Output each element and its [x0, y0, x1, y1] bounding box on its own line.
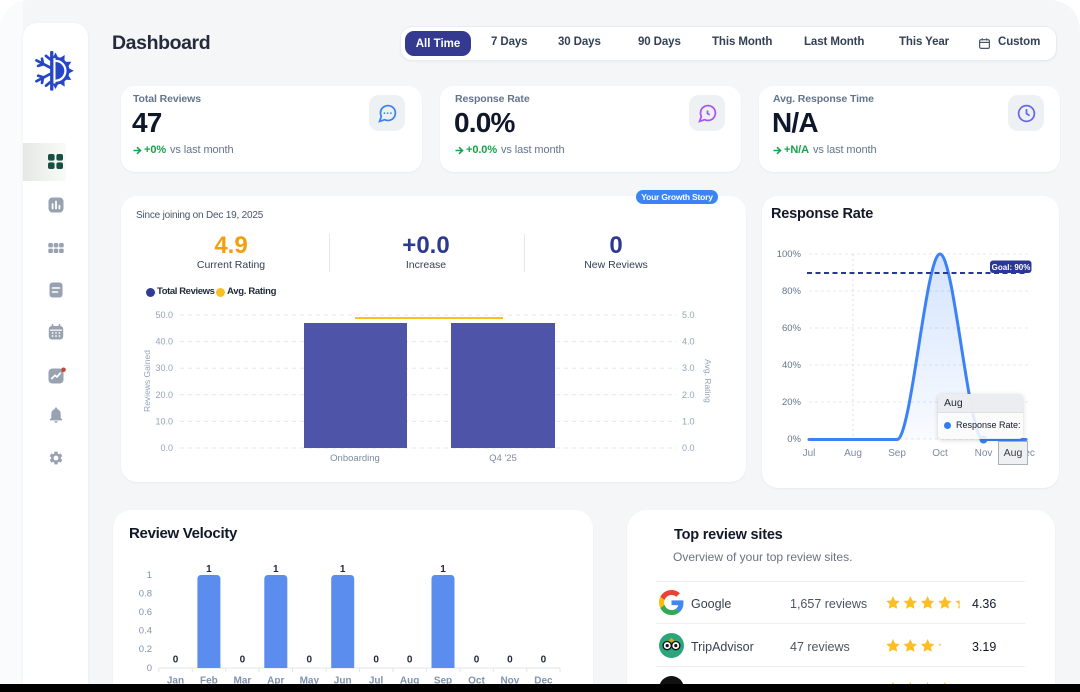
svg-text:0.4: 0.4	[139, 626, 152, 637]
svg-text:20%: 20%	[782, 397, 802, 408]
svg-text:1: 1	[340, 564, 346, 575]
svg-text:Goal: 90%: Goal: 90%	[992, 263, 1031, 272]
svg-text:1: 1	[273, 564, 279, 575]
svg-text:0: 0	[147, 663, 152, 674]
svg-text:0.6: 0.6	[139, 607, 152, 618]
svg-text:Avg. Rating: Avg. Rating	[703, 359, 713, 403]
svg-text:4.0: 4.0	[682, 337, 695, 347]
svg-text:Feb: Feb	[200, 676, 218, 685]
svg-text:Onboarding: Onboarding	[330, 453, 380, 464]
svg-text:0: 0	[240, 655, 246, 666]
svg-text:May: May	[300, 676, 320, 685]
svg-text:0: 0	[307, 655, 313, 666]
svg-text:0: 0	[373, 655, 379, 666]
svg-text:100%: 100%	[777, 249, 802, 260]
svg-text:30.0: 30.0	[155, 363, 173, 373]
svg-text:0: 0	[173, 655, 179, 666]
svg-text:Aug: Aug	[844, 448, 862, 459]
svg-text:Nov: Nov	[975, 448, 993, 459]
svg-text:Oct: Oct	[468, 676, 485, 685]
svg-text:Jul: Jul	[369, 676, 384, 685]
svg-text:1: 1	[440, 564, 446, 575]
svg-text:0: 0	[474, 655, 480, 666]
svg-text:Sep: Sep	[434, 676, 452, 685]
svg-text:0: 0	[541, 655, 547, 666]
svg-text:0: 0	[407, 655, 413, 666]
svg-text:20.0: 20.0	[155, 390, 173, 400]
svg-text:40.0: 40.0	[155, 337, 173, 347]
svg-text:0.0: 0.0	[160, 443, 173, 453]
svg-text:1: 1	[147, 570, 152, 581]
svg-text:Reviews Gained: Reviews Gained	[142, 350, 152, 412]
svg-text:10.0: 10.0	[155, 416, 173, 426]
svg-text:80%: 80%	[782, 286, 802, 297]
svg-text:50.0: 50.0	[155, 310, 173, 320]
svg-text:Nov: Nov	[500, 676, 519, 685]
svg-text:Aug: Aug	[400, 676, 419, 685]
svg-text:Jul: Jul	[803, 448, 816, 459]
svg-text:Oct: Oct	[932, 448, 948, 459]
svg-text:0.2: 0.2	[139, 644, 152, 655]
svg-text:Jan: Jan	[167, 676, 184, 685]
svg-text:1: 1	[206, 564, 212, 575]
svg-text:Q4 '25: Q4 '25	[489, 453, 517, 464]
svg-text:Sep: Sep	[888, 448, 906, 459]
svg-text:5.0: 5.0	[682, 310, 695, 320]
svg-text:Apr: Apr	[267, 676, 284, 685]
svg-text:0.8: 0.8	[139, 589, 152, 600]
svg-text:Jun: Jun	[334, 676, 352, 685]
svg-text:0: 0	[507, 655, 513, 666]
svg-text:0%: 0%	[787, 434, 801, 445]
svg-text:0.0: 0.0	[682, 443, 695, 453]
svg-text:2.0: 2.0	[682, 390, 695, 400]
svg-text:Mar: Mar	[234, 676, 252, 685]
svg-text:1.0: 1.0	[682, 416, 695, 426]
svg-text:Dec: Dec	[534, 676, 553, 685]
svg-text:60%: 60%	[782, 323, 802, 334]
svg-text:40%: 40%	[782, 360, 802, 371]
svg-text:3.0: 3.0	[682, 363, 695, 373]
